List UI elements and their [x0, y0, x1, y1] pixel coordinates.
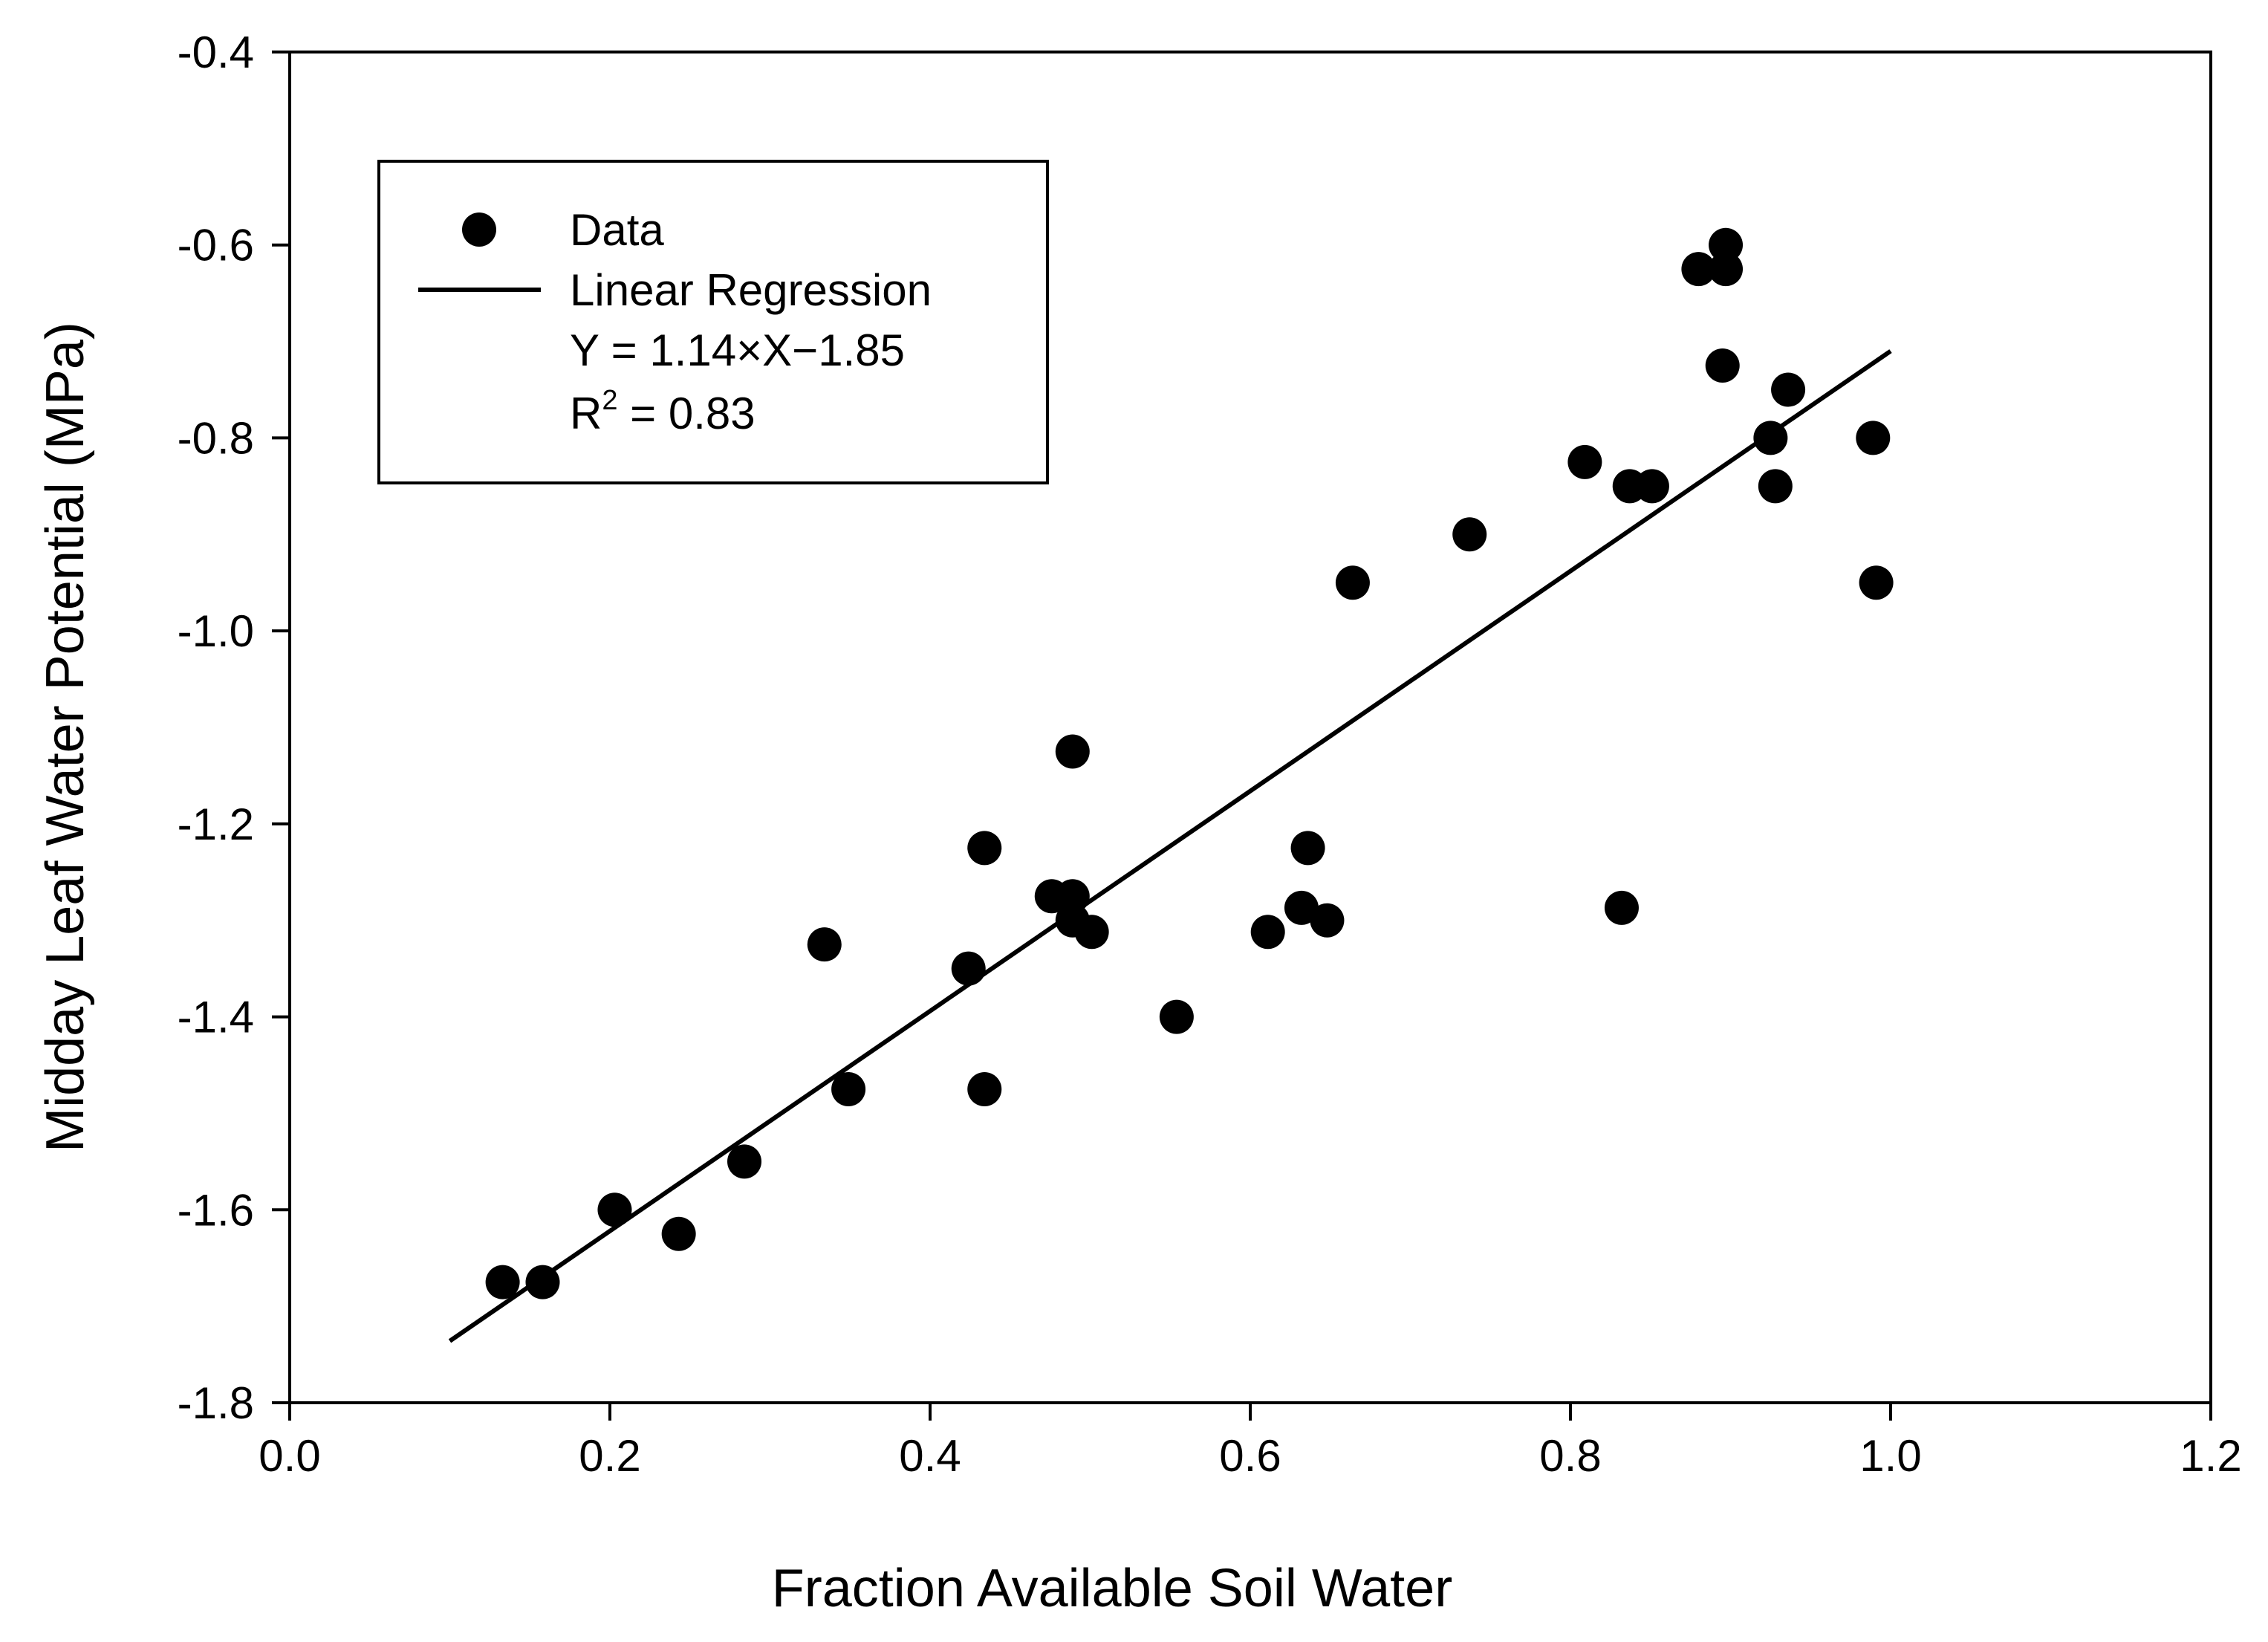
data-point	[967, 831, 1002, 866]
regression-line	[448, 349, 1892, 1343]
data-point	[1771, 372, 1806, 407]
y-tick-label: -0.8	[178, 413, 254, 463]
y-tick-label: -1.0	[178, 606, 254, 656]
data-point	[1859, 565, 1894, 600]
legend-regression-label: Linear Regression	[570, 265, 932, 315]
x-tick-label: 1.0	[1859, 1431, 1921, 1481]
data-point	[727, 1144, 762, 1179]
data-point	[1567, 444, 1602, 479]
y-axis-title: Midday Leaf Water Potential (MPa)	[36, 322, 95, 1152]
r2-value: = 0.83	[617, 389, 755, 438]
data-point	[1074, 915, 1109, 950]
data-point	[1452, 517, 1487, 552]
data-point	[967, 1071, 1002, 1106]
data-point	[1604, 890, 1639, 925]
r2-prefix: R	[570, 389, 602, 438]
data-point	[1335, 565, 1370, 600]
x-tick-label: 1.2	[2180, 1431, 2241, 1481]
data-point	[1284, 890, 1319, 925]
legend-equation: Y = 1.14×X−1.85	[570, 325, 905, 375]
data-point	[1758, 469, 1793, 504]
legend: Data Linear Regression Y = 1.14×X−1.85 R…	[377, 160, 1049, 484]
data-point	[1290, 831, 1325, 866]
data-point	[1310, 903, 1345, 938]
data-point	[1634, 469, 1669, 504]
data-point	[1681, 252, 1716, 287]
regression-layer	[448, 349, 1892, 1343]
data-point	[1709, 227, 1744, 262]
r2-superscript: 2	[602, 385, 617, 416]
x-tick-label: 0.6	[1219, 1431, 1281, 1481]
legend-marker-icon	[462, 212, 496, 247]
y-tick-label: -1.2	[178, 799, 254, 849]
x-tick-label: 0.0	[259, 1431, 320, 1481]
data-point	[661, 1216, 696, 1251]
y-tick-label: -1.8	[178, 1378, 254, 1428]
x-tick-label: 0.4	[899, 1431, 961, 1481]
y-axis: -1.8 -1.6 -1.4 -1.2 -1.0 -0.8 -0.6 -0.4	[178, 27, 290, 1428]
data-point	[1250, 915, 1285, 950]
data-point	[525, 1265, 560, 1299]
data-point	[1856, 421, 1891, 455]
legend-r-squared: R2 = 0.83	[570, 385, 756, 438]
data-point	[1753, 421, 1788, 455]
data-point	[831, 1071, 866, 1106]
y-tick-label: -0.6	[178, 221, 254, 270]
legend-box	[377, 160, 1049, 484]
y-tick-label: -1.6	[178, 1185, 254, 1235]
data-point	[485, 1265, 520, 1299]
legend-data-label: Data	[570, 205, 664, 255]
data-point	[597, 1192, 632, 1227]
data-point	[1055, 879, 1090, 914]
data-point	[1055, 734, 1090, 769]
data-point	[951, 951, 986, 986]
x-tick-label: 0.2	[579, 1431, 640, 1481]
data-point	[1705, 348, 1740, 383]
data-points	[485, 227, 1894, 1299]
y-tick-label: -0.4	[178, 27, 254, 77]
x-axis: 0.0 0.2 0.4 0.6 0.8 1.0 1.2	[259, 1403, 2242, 1481]
data-point	[807, 927, 842, 962]
data-point	[1159, 999, 1194, 1034]
x-axis-title: Fraction Available Soil Water	[772, 1559, 1452, 1618]
data-point	[1709, 252, 1744, 287]
x-tick-label: 0.8	[1539, 1431, 1601, 1481]
y-tick-label: -1.4	[178, 993, 254, 1042]
